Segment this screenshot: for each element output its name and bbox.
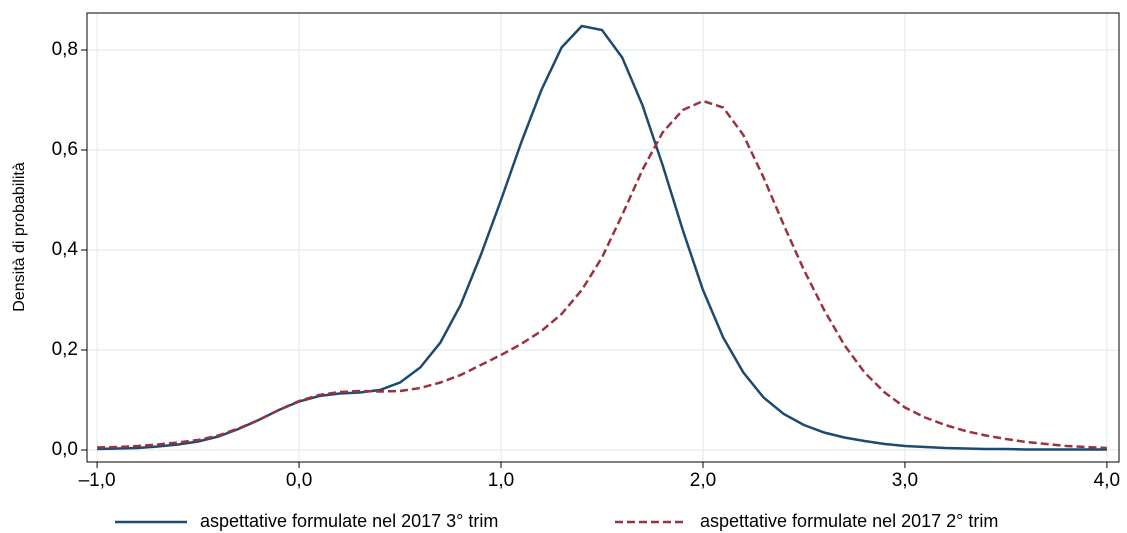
x-tick-label: 3,0 bbox=[892, 470, 918, 491]
series-line bbox=[97, 24, 1107, 451]
legend-label: aspettative formulate nel 2017 2° trim bbox=[700, 511, 998, 531]
x-tick-label: 0,0 bbox=[286, 470, 312, 491]
y-tick-label: 0,2 bbox=[52, 339, 78, 360]
x-tick-label: 4,0 bbox=[1094, 470, 1120, 491]
legend-label: aspettative formulate nel 2017 3° trim bbox=[200, 511, 498, 531]
x-tick-label: 1,0 bbox=[488, 470, 514, 491]
y-tick-label: 0,0 bbox=[52, 439, 78, 460]
plot-frame bbox=[86, 12, 1120, 463]
y-tick-label: 0,6 bbox=[52, 139, 78, 160]
series-line bbox=[97, 99, 1107, 450]
x-tick-label: –1,0 bbox=[79, 470, 116, 491]
y-tick-label: 0,4 bbox=[52, 239, 79, 260]
y-tick-label: 0,8 bbox=[52, 39, 78, 60]
y-axis-label: Densità di probabilità bbox=[11, 162, 28, 312]
x-tick-label: 2,0 bbox=[690, 470, 716, 491]
